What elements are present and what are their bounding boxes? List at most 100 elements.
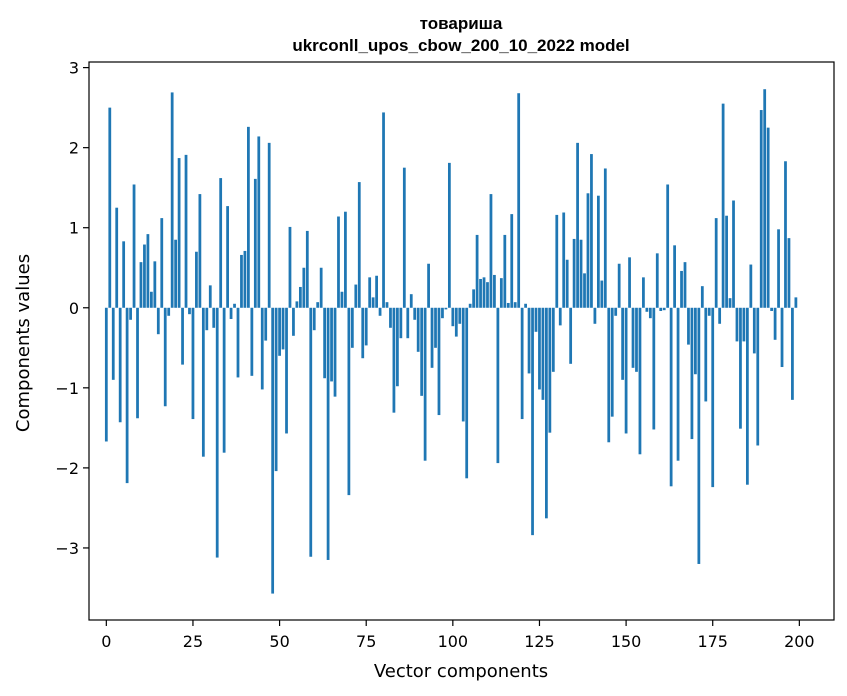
bar <box>146 234 150 308</box>
bar <box>143 244 146 308</box>
x-tick-label: 0 <box>101 632 111 651</box>
bar <box>406 307 410 339</box>
bar <box>253 178 257 308</box>
bar <box>240 254 243 308</box>
bar <box>163 307 167 407</box>
bar <box>718 307 722 324</box>
bar <box>732 200 735 308</box>
bar <box>125 307 129 484</box>
bar <box>416 307 420 352</box>
x-axis: 0 25 50 75 100 125 150 175 200 <box>101 620 815 651</box>
bar <box>257 136 261 308</box>
bar <box>267 142 271 308</box>
bar <box>382 112 385 308</box>
bar <box>603 168 607 308</box>
bar <box>413 307 417 320</box>
bar <box>707 307 711 316</box>
bar <box>520 307 524 420</box>
bar <box>635 307 638 372</box>
bar <box>444 307 448 310</box>
bar <box>174 239 178 308</box>
bar <box>610 307 614 417</box>
bar <box>111 307 115 380</box>
bar <box>319 267 323 308</box>
bar <box>752 307 756 354</box>
bar <box>285 307 288 434</box>
bar <box>784 161 787 308</box>
bar <box>742 307 746 342</box>
bar <box>673 245 676 308</box>
bar <box>756 307 760 446</box>
bar <box>458 307 462 324</box>
bar <box>333 307 337 397</box>
bar <box>541 307 545 400</box>
bar <box>777 229 780 308</box>
bar <box>576 142 579 308</box>
bar <box>648 307 652 319</box>
bar <box>773 307 777 340</box>
bar <box>427 263 430 308</box>
bar <box>198 194 202 308</box>
bar <box>236 307 240 378</box>
bar <box>739 307 742 429</box>
bar <box>188 307 191 315</box>
bar <box>496 307 500 464</box>
bar <box>725 215 728 308</box>
bar <box>517 93 521 308</box>
bar <box>215 307 219 558</box>
y-tick-label: −3 <box>55 539 79 558</box>
bar <box>132 184 136 308</box>
bar <box>364 307 368 346</box>
bar <box>312 307 316 331</box>
bar <box>350 307 354 348</box>
bar <box>652 307 656 430</box>
bar <box>524 303 527 308</box>
bar <box>607 307 611 443</box>
bar <box>153 261 157 308</box>
bar <box>565 259 569 308</box>
y-tick-label: 3 <box>69 59 79 78</box>
bar <box>340 291 344 308</box>
bar <box>590 154 593 308</box>
bar <box>666 184 670 308</box>
bar <box>160 218 164 308</box>
bar <box>205 307 209 331</box>
bar <box>551 307 555 372</box>
x-tick-label: 100 <box>438 632 469 651</box>
bar <box>700 286 704 308</box>
bar <box>177 158 181 308</box>
bar <box>766 127 770 308</box>
bar <box>357 182 361 308</box>
bar <box>714 218 718 308</box>
bar <box>621 307 625 380</box>
bar <box>316 302 320 308</box>
bar <box>579 239 583 308</box>
y-axis: −3 −2 −1 0 1 2 3 <box>55 59 89 558</box>
bar <box>430 307 434 368</box>
bar <box>624 307 628 434</box>
y-tick-label: −2 <box>55 459 79 478</box>
bar <box>697 307 701 564</box>
x-tick-label: 25 <box>183 632 203 651</box>
bar <box>745 307 749 485</box>
bar <box>292 307 295 336</box>
bar <box>281 307 285 350</box>
bar <box>361 307 365 359</box>
bar <box>617 263 621 308</box>
bar <box>479 278 482 308</box>
x-tick-label: 125 <box>524 632 555 651</box>
bar <box>600 280 604 308</box>
bar <box>638 307 642 455</box>
bar <box>260 307 264 390</box>
bar <box>326 307 330 560</box>
chart-subtitle: ukrconll_upos_cbow_200_10_2022 model <box>292 36 629 55</box>
bar <box>527 307 531 374</box>
bar <box>371 297 375 308</box>
bar <box>548 307 552 433</box>
bar <box>770 307 774 311</box>
bar <box>229 307 233 319</box>
bar <box>129 307 132 320</box>
bar <box>378 307 382 316</box>
bar <box>506 302 510 308</box>
